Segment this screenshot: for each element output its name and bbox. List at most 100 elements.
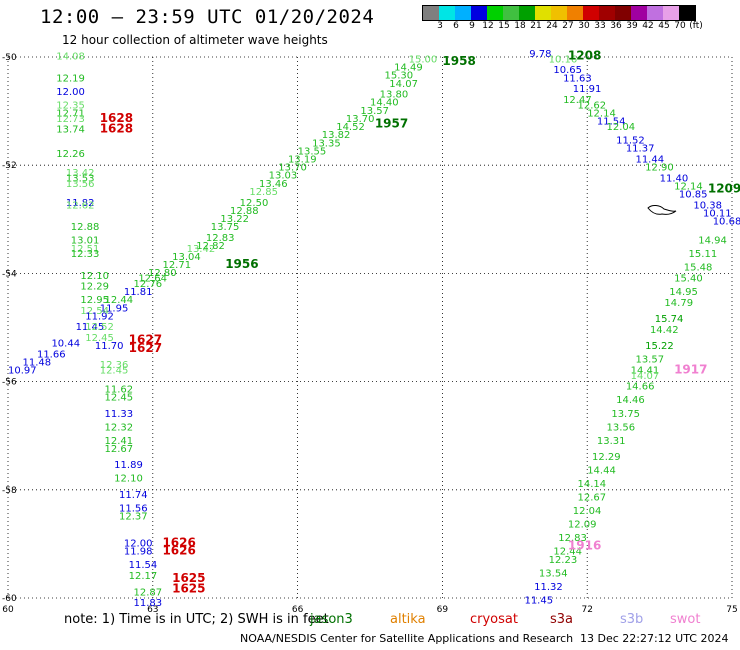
color-swatch (583, 6, 599, 20)
pass-time-label: 1917 (674, 362, 707, 376)
wave-height-label: 11.56 (119, 503, 148, 514)
wave-height-label: 10.68 (713, 217, 740, 228)
wave-height-label: 12.04 (573, 506, 602, 517)
wave-height-label: 14.14 (578, 479, 607, 490)
mission-legend-item: jason3 (310, 612, 353, 627)
pass-time-label: 1627 (129, 333, 162, 347)
color-swatch (631, 6, 647, 20)
pass-time-label: 1625 (172, 571, 205, 585)
wave-height-label: 14.41 (631, 365, 660, 376)
pass-time-label: 1208 (568, 49, 601, 63)
wave-height-label: 13.31 (597, 436, 626, 447)
wave-height-label: 12.00 (56, 87, 85, 98)
wave-height-label: 12.45 (105, 393, 134, 404)
wave-height-label: 11.74 (119, 490, 148, 501)
x-tick-label: 63 (147, 605, 158, 615)
wave-height-label: 11.82 (66, 198, 95, 209)
wave-height-label: 13.57 (360, 106, 389, 117)
x-tick-label: 60 (2, 605, 14, 615)
color-legend-label: 24 (546, 21, 558, 31)
note-text: note: 1) Time is in UTC; 2) SWH is in fe… (64, 612, 329, 627)
wave-height-label: 15.30 (384, 71, 413, 82)
wave-height-label: 12.88 (71, 222, 100, 233)
wave-height-label: 11.45 (524, 595, 553, 606)
color-legend-label: 12 (482, 21, 494, 31)
wave-height-label: 13.56 (607, 422, 636, 433)
color-legend-label: 30 (578, 21, 590, 31)
wave-height-label: 12.36 (100, 360, 129, 371)
pass-time-label: 1957 (375, 116, 408, 130)
wave-height-label: 10.85 (679, 190, 708, 201)
wave-height-label: 14.46 (616, 395, 645, 406)
color-legend-label: 33 (594, 21, 606, 31)
wave-height-label: 15.11 (689, 249, 718, 260)
color-swatch (439, 6, 455, 20)
mission-legend-item: cryosat (470, 612, 518, 627)
wave-height-label: 13.57 (635, 355, 664, 366)
wave-height-label: 11.32 (534, 582, 563, 593)
color-legend-label: 45 (658, 21, 670, 31)
wave-height-label: 13.53 (66, 173, 95, 184)
wave-height-label: 11.83 (133, 598, 162, 609)
color-swatch (423, 6, 439, 20)
wave-height-label: 12.76 (133, 279, 162, 290)
pass-time-label: 1956 (225, 257, 258, 271)
wave-height-label: 13.56 (66, 179, 95, 190)
wave-height-label: 13.42 (66, 168, 95, 179)
footer-credit: NOAA/NESDIS Center for Satellite Applica… (240, 632, 574, 645)
wave-height-label: 12.54 (80, 306, 109, 317)
color-legend-label: 70 (674, 21, 686, 31)
pass-time-label: 1628 (100, 111, 133, 125)
wave-height-label: 11.45 (76, 322, 105, 333)
wave-height-label: 14.42 (650, 325, 679, 336)
wave-height-label: 14.49 (394, 63, 423, 74)
wave-height-label: 12.80 (148, 268, 177, 279)
wave-height-label: 12.73 (56, 114, 85, 125)
wave-height-label: 11.40 (660, 173, 689, 184)
wave-height-label: 10.65 (553, 65, 582, 76)
wave-height-label: 13.74 (56, 125, 85, 136)
color-legend-label: (ft) (689, 21, 703, 31)
y-tick-label: -60 (2, 594, 17, 604)
mission-legend-item: s3b (620, 612, 644, 627)
wave-height-label: 12.71 (162, 260, 191, 271)
wave-height-label: 15.74 (655, 314, 684, 325)
x-tick-label: 72 (581, 605, 592, 615)
grid-lines (7, 56, 733, 599)
wave-height-label: 14.08 (56, 52, 85, 63)
pass-time-label: 1626 (162, 544, 195, 558)
wave-height-label: 14.66 (626, 382, 655, 393)
wave-height-label: 12.33 (71, 249, 100, 260)
wave-height-label: 11.92 (85, 311, 114, 322)
wave-height-label: 13.70 (346, 114, 375, 125)
wave-height-label: 12.04 (607, 122, 636, 133)
wave-height-label: 9.78 (529, 49, 551, 60)
mission-legend-item: altika (390, 612, 426, 627)
color-swatch (535, 6, 551, 20)
wave-height-label: 14.79 (664, 298, 693, 309)
x-tick-label: 66 (292, 605, 304, 615)
wave-height-label: 12.67 (578, 493, 607, 504)
color-swatch (647, 6, 663, 20)
wave-height-label: 12.85 (249, 187, 278, 198)
wave-height-label: 12.83 (206, 233, 235, 244)
wave-height-label: 12.35 (56, 100, 85, 111)
wave-height-label: 12.19 (56, 73, 85, 84)
data-points: 14.0812.1912.0012.3512.7112.7313.7412.26… (8, 49, 740, 609)
wave-height-label: 14.44 (587, 466, 616, 477)
x-tick-label: 69 (437, 605, 449, 615)
wave-height-label: 15.40 (674, 274, 703, 285)
pass-time-label: 1625 (172, 582, 205, 596)
color-swatch (615, 6, 631, 20)
color-swatch (519, 6, 535, 20)
wave-height-label: 11.52 (616, 136, 645, 147)
wave-height-label: 12.44 (105, 295, 134, 306)
wave-height-label: 13.19 (288, 154, 317, 165)
color-swatch (679, 6, 695, 20)
island-outline (647, 205, 677, 215)
wave-height-label: 12.45 (100, 365, 129, 376)
wave-height-label: 11.98 (124, 547, 153, 558)
wave-height-label: 12.95 (80, 295, 109, 306)
